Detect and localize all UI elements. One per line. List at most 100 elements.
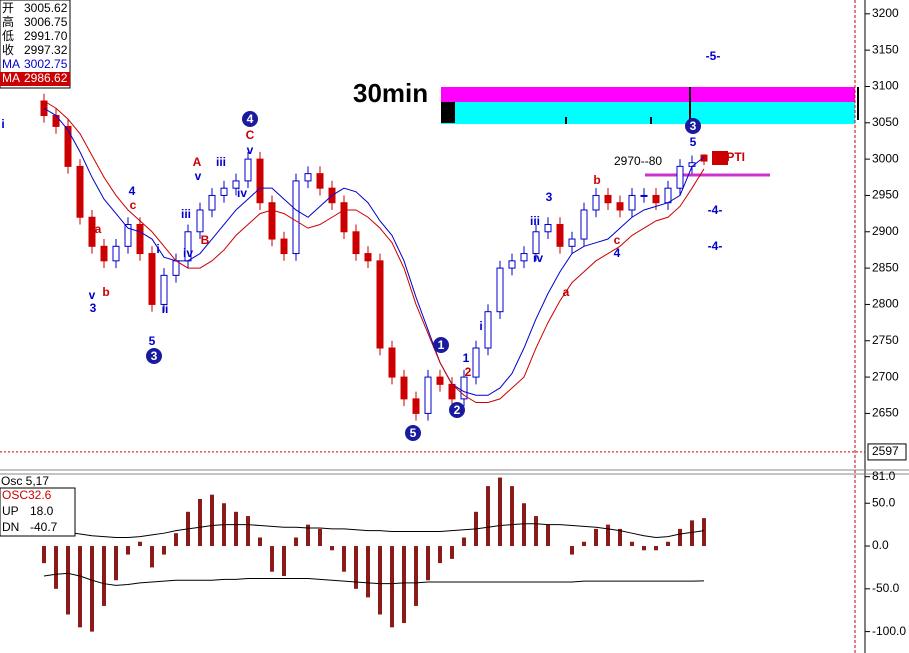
candle-body <box>64 125 72 167</box>
candle-body <box>628 194 636 211</box>
wave-label: v <box>89 288 96 302</box>
osc-bar <box>294 537 298 547</box>
osc-bar <box>270 546 274 572</box>
y-tick-label: 50.0 <box>872 495 896 509</box>
osc-bar <box>90 546 94 632</box>
osc-bar <box>318 528 322 547</box>
wave-label: 5 <box>410 426 417 440</box>
osc-up-line <box>43 523 705 538</box>
wave-label: a <box>95 222 102 236</box>
candle-body <box>172 260 180 276</box>
y-tick-label: 81.0 <box>872 469 896 483</box>
osc-bar <box>366 546 370 598</box>
wave-label: iii <box>216 155 226 169</box>
osc-bar <box>630 541 634 547</box>
plot-layer: 3200 3150 3100 3050 3000 2950 2900 2850 2800 2750… <box>0 0 907 638</box>
osc-bar <box>282 546 286 576</box>
candle-body <box>232 180 240 189</box>
candle-body <box>496 267 504 313</box>
wave-label: b <box>102 285 109 299</box>
info-value: 3002.75 <box>24 57 68 71</box>
osc-bar <box>534 516 538 547</box>
osc-bar <box>606 524 610 547</box>
info-value: 2997.32 <box>24 43 68 57</box>
osc-bar <box>546 524 550 547</box>
info-value: 3006.75 <box>24 15 68 29</box>
wave-circle <box>433 337 449 353</box>
osc-up-value: 18.0 <box>30 504 54 518</box>
osc-bar <box>378 546 382 615</box>
candle-body <box>340 202 348 233</box>
zone-marker <box>441 102 455 123</box>
osc-bar <box>582 541 586 547</box>
moving-average <box>43 107 705 396</box>
info-value: 3005.62 <box>24 1 68 15</box>
candle-body <box>244 158 252 182</box>
candle-body <box>472 347 480 378</box>
wave-label: -4- <box>708 239 723 253</box>
osc-bar <box>138 541 142 547</box>
wave-label: i <box>479 319 482 333</box>
candle-body <box>424 376 432 414</box>
osc-bar <box>642 546 646 551</box>
candle-body <box>436 376 444 385</box>
osc-bar <box>414 546 418 606</box>
osc-bar <box>618 528 622 547</box>
candle-body <box>664 187 672 204</box>
candle-body <box>100 245 108 262</box>
wave-circle <box>405 425 421 441</box>
osc-box <box>0 487 76 537</box>
wave-circle <box>685 118 701 134</box>
candle-body <box>148 253 156 305</box>
wave-label: iv <box>237 186 247 200</box>
wave-label: v <box>247 143 254 157</box>
y-tick-label: 2750 <box>872 333 899 347</box>
osc-up-label: UP <box>2 504 19 518</box>
y-tick-label: 0.0 <box>872 538 889 552</box>
wave-label: iii <box>530 214 540 228</box>
last-price-label: 2597 <box>872 444 899 458</box>
wave-label: C <box>246 128 255 142</box>
wave-label: B <box>201 233 210 247</box>
osc-bar <box>690 520 694 547</box>
candle-body <box>568 238 576 247</box>
y-tick-label: 3050 <box>872 115 899 129</box>
info-label: 开 <box>2 1 14 15</box>
osc-current: OSC32.6 <box>2 488 52 502</box>
osc-bar <box>342 546 346 572</box>
wave-label: 3 <box>90 301 97 315</box>
wave-label: i <box>156 242 159 256</box>
osc-bar <box>702 518 706 547</box>
wave-label: 5 <box>690 135 697 149</box>
y-tick-label: 2900 <box>872 224 899 238</box>
candle-body <box>592 194 600 211</box>
osc-bar <box>78 546 82 628</box>
y-tick-label: 3200 <box>872 6 899 20</box>
osc-bar <box>258 537 262 547</box>
osc-bar <box>354 546 358 589</box>
y-tick-label: 2950 <box>872 188 899 202</box>
resistance-zone <box>441 102 855 124</box>
candle-body <box>112 245 120 262</box>
candle-body <box>460 376 468 400</box>
osc-dn-value: -40.7 <box>30 520 58 534</box>
target-badge <box>712 151 728 165</box>
info-label: 低 <box>2 29 14 43</box>
osc-dn-line <box>43 572 705 586</box>
osc-bar <box>426 546 430 581</box>
range-note: 2970--80 <box>614 154 662 168</box>
wave-label: A <box>193 155 202 169</box>
wave-label: -5- <box>706 49 721 63</box>
osc-bar <box>594 528 598 547</box>
wave-label: 1 <box>438 338 445 352</box>
osc-bar <box>42 546 46 564</box>
candle-body <box>652 194 660 204</box>
wave-label: 3 <box>151 349 158 363</box>
candle-body <box>292 180 300 255</box>
candle-body <box>208 194 216 211</box>
wave-label: a <box>563 285 570 299</box>
candle-body <box>220 187 228 196</box>
candle-body <box>604 194 612 204</box>
candle-body <box>280 238 288 255</box>
